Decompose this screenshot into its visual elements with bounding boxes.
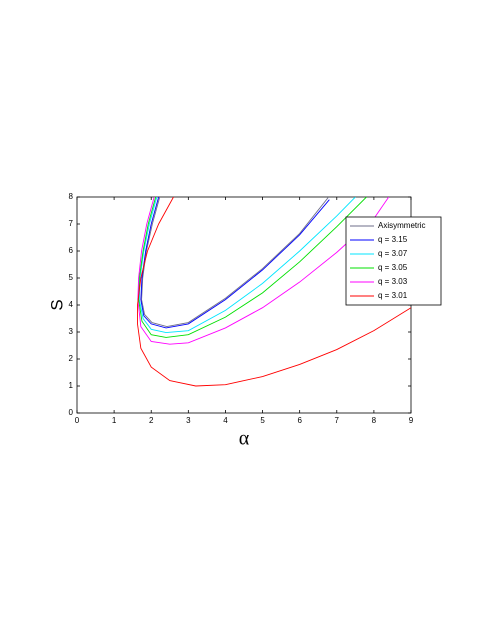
- x-tick-label: 0: [75, 416, 80, 425]
- x-tick-label: 9: [409, 416, 414, 425]
- x-tick-label: 1: [112, 416, 117, 425]
- y-tick-label: 5: [69, 273, 74, 282]
- y-tick-label: 1: [69, 381, 74, 390]
- series-line: [137, 197, 390, 345]
- y-tick-label: 4: [69, 300, 74, 309]
- x-tick-label: 6: [297, 416, 302, 425]
- x-tick-label: 5: [260, 416, 265, 425]
- legend-label: q = 3.03: [378, 277, 408, 286]
- legend-label: q = 3.07: [378, 249, 408, 258]
- x-tick-label: 8: [372, 416, 377, 425]
- legend-label: Axisymmetric: [378, 221, 426, 230]
- x-tick-label: 2: [149, 416, 154, 425]
- y-tick-label: 0: [69, 408, 74, 417]
- series-line: [137, 197, 411, 387]
- x-tick-label: 4: [223, 416, 228, 425]
- series-line: [141, 197, 329, 328]
- y-tick-label: 6: [69, 246, 74, 255]
- lines: [137, 197, 411, 387]
- legend-box: [345, 216, 442, 306]
- y-tick-label: 7: [69, 219, 74, 228]
- x-axis-label: α: [239, 428, 250, 450]
- y-axis-label: S: [47, 299, 66, 310]
- series-line: [140, 197, 330, 329]
- y-tick-label: 2: [69, 354, 74, 363]
- series-line: [138, 197, 367, 338]
- y-tick-label: 8: [69, 192, 74, 201]
- legend-label: q = 3.15: [378, 235, 408, 244]
- legend-label: q = 3.05: [378, 263, 408, 272]
- y-tick-label: 3: [69, 327, 74, 336]
- x-tick-label: 7: [335, 416, 340, 425]
- series-line: [138, 197, 356, 333]
- x-tick-label: 3: [186, 416, 191, 425]
- legend-label: q = 3.01: [378, 291, 408, 300]
